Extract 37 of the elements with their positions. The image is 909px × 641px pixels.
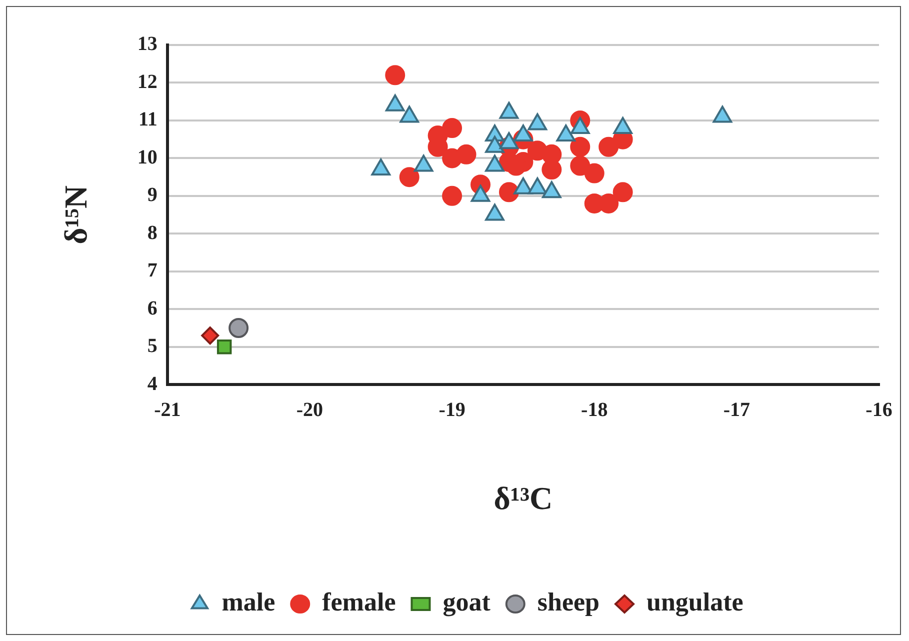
y-tick-label: 9 — [147, 184, 158, 206]
y-axis-title: δ¹⁵N — [57, 185, 94, 244]
y-tick-label: 13 — [137, 33, 158, 56]
point — [456, 144, 476, 164]
legend-label: female — [322, 588, 396, 617]
y-tick-label: 4 — [147, 372, 158, 395]
x-axis-title: δ¹³C — [494, 480, 553, 516]
legend-label: goat — [442, 588, 491, 617]
legend-label: sheep — [537, 588, 600, 617]
y-tick-label: 5 — [147, 335, 158, 358]
x-tick-label: -18 — [581, 398, 608, 421]
x-tick-label: -21 — [154, 398, 181, 421]
y-tick-label: 6 — [147, 297, 158, 320]
point — [442, 118, 462, 138]
point — [612, 182, 633, 202]
x-tick-label: -16 — [866, 398, 892, 421]
y-tick-label: 8 — [147, 222, 158, 244]
point — [498, 182, 519, 202]
legend-label: ungulate — [646, 588, 744, 617]
x-tick-label: -20 — [296, 398, 324, 421]
y-tick-label: 11 — [138, 108, 158, 131]
legend-label: male — [222, 588, 276, 617]
point — [201, 326, 220, 345]
y-tick-label: 10 — [137, 146, 158, 168]
point — [570, 156, 590, 176]
point — [228, 318, 249, 338]
x-tick-label: -17 — [723, 398, 750, 421]
y-tick-label: 12 — [137, 70, 158, 93]
point — [385, 65, 406, 86]
point — [442, 186, 462, 206]
point — [216, 340, 232, 354]
y-tick-label: 7 — [147, 260, 158, 282]
point — [570, 136, 590, 157]
point — [598, 136, 619, 157]
point — [399, 167, 420, 188]
point — [584, 163, 604, 184]
x-tick-label: -19 — [438, 398, 466, 421]
